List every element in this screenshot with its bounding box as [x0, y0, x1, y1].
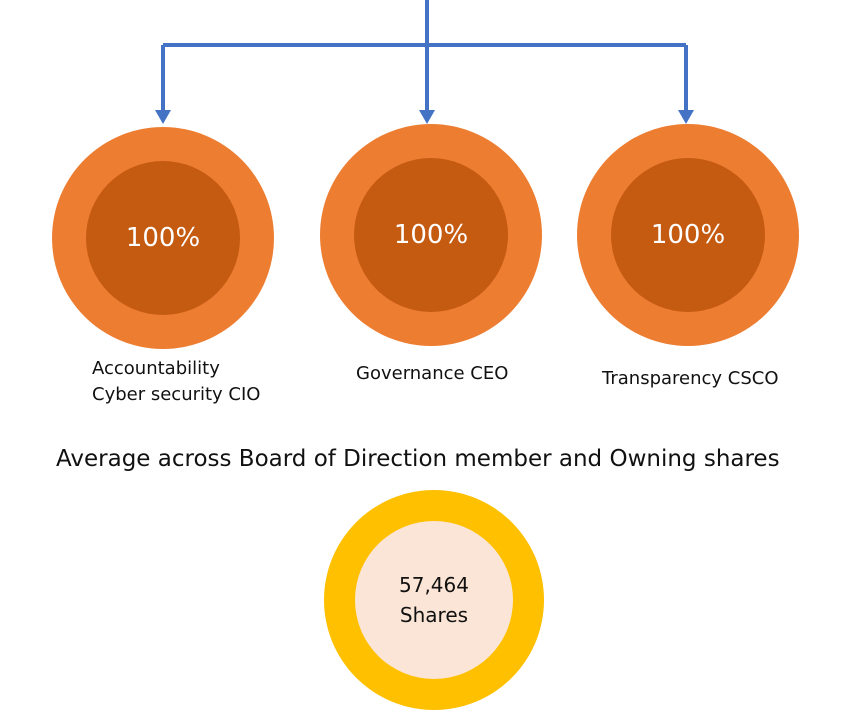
shares-circle: 57,464 Shares: [324, 490, 544, 710]
caption-line: Cyber security CIO: [92, 384, 261, 405]
arrowhead-center: [419, 110, 435, 124]
connector-arrows: [155, 0, 694, 124]
shares-value: 57,464: [399, 573, 469, 597]
role-circle-governance: 100%: [320, 124, 542, 346]
role-caption-governance: Governance CEO: [356, 361, 508, 387]
arrowhead-left: [155, 110, 171, 124]
arrowhead-right: [678, 110, 694, 124]
shares-unit: Shares: [399, 603, 469, 627]
caption-line: Transparency CSCO: [602, 368, 779, 389]
caption-line: Governance CEO: [356, 363, 509, 384]
role-caption-transparency: Transparency CSCO: [602, 366, 779, 392]
role-circle-inner: 100%: [611, 158, 765, 312]
role-circle-accountability: 100%: [52, 127, 274, 349]
role-percentage: 100%: [650, 220, 726, 250]
role-percentage: 100%: [125, 223, 201, 253]
role-caption-accountability: Accountability Cyber security CIO: [92, 356, 260, 408]
role-circle-transparency: 100%: [577, 124, 799, 346]
role-circle-inner: 100%: [86, 161, 240, 315]
role-percentage: 100%: [393, 220, 469, 250]
role-circle-inner: 100%: [354, 158, 508, 312]
summary-heading: Average across Board of Direction member…: [56, 446, 780, 472]
caption-line: Accountability: [92, 358, 220, 379]
shares-circle-inner: 57,464 Shares: [355, 521, 513, 679]
